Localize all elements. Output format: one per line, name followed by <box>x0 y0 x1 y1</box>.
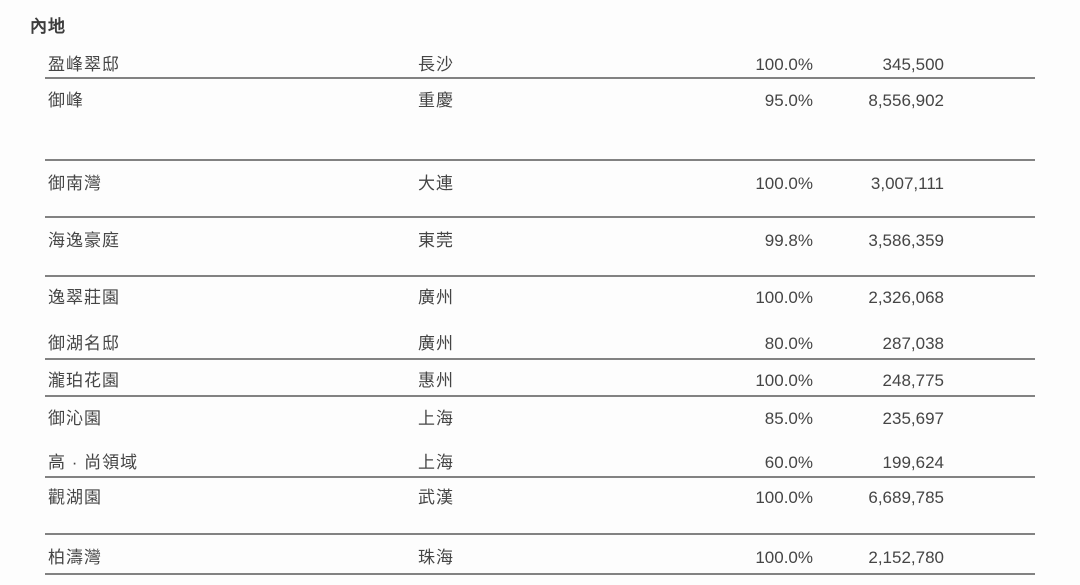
area-cell: 235,697 <box>882 409 944 428</box>
table-row: 瀧珀花園 惠州 100.0% 248,775 <box>45 360 1035 397</box>
project-name-cell: 御峰 <box>48 91 84 110</box>
interest-cell: 60.0% <box>764 453 813 472</box>
interest-cell: 95.0% <box>764 91 813 110</box>
table-row: 御峰 重慶 95.0% 8,556,902 <box>45 79 1035 161</box>
area-cell: 248,775 <box>882 371 944 390</box>
city-cell: 大連 <box>418 174 454 193</box>
city-cell: 長沙 <box>418 55 454 74</box>
area-cell: 3,007,111 <box>870 174 944 193</box>
interest-cell: 100.0% <box>755 371 813 390</box>
area-cell: 2,152,780 <box>868 548 944 567</box>
project-name-cell: 盈峰翠邸 <box>48 55 120 74</box>
interest-cell: 99.8% <box>764 231 813 250</box>
project-name-cell: 御沁園 <box>48 409 102 428</box>
area-cell: 2,326,068 <box>868 288 944 307</box>
table-row: 海逸豪庭 東莞 99.8% 3,586,359 <box>45 218 1035 277</box>
section-title: 內地 <box>30 17 66 36</box>
area-cell: 6,689,785 <box>868 488 944 507</box>
interest-cell: 100.0% <box>755 488 813 507</box>
table-row: 盈峰翠邸 長沙 100.0% 345,500 <box>45 40 1035 79</box>
city-cell: 惠州 <box>418 371 454 390</box>
table-row: 御湖名邸 廣州 80.0% 287,038 <box>45 318 1035 360</box>
area-cell: 287,038 <box>882 334 944 353</box>
city-cell: 東莞 <box>418 231 454 250</box>
area-cell: 3,586,359 <box>868 231 944 250</box>
project-name-cell: 御湖名邸 <box>48 334 120 353</box>
project-name-cell: 柏濤灣 <box>48 548 102 567</box>
interest-cell: 100.0% <box>755 174 813 193</box>
project-name-cell: 高 · 尚領域 <box>48 453 139 472</box>
city-cell: 重慶 <box>418 91 454 110</box>
city-cell: 上海 <box>418 409 454 428</box>
area-cell: 8,556,902 <box>868 91 944 110</box>
table-row: 御沁園 上海 85.0% 235,697 <box>45 397 1035 437</box>
city-cell: 珠海 <box>418 548 454 567</box>
project-name-cell: 逸翠莊園 <box>48 288 120 307</box>
table-row: 柏濤灣 珠海 100.0% 2,152,780 <box>45 535 1035 575</box>
interest-cell: 85.0% <box>764 409 813 428</box>
project-name-cell: 觀湖園 <box>48 488 102 507</box>
interest-cell: 100.0% <box>755 288 813 307</box>
city-cell: 廣州 <box>418 334 454 353</box>
project-name-cell: 海逸豪庭 <box>48 231 120 250</box>
interest-cell: 100.0% <box>755 55 813 74</box>
projects-table: 盈峰翠邸 長沙 100.0% 345,500 御峰 重慶 95.0% 8,556… <box>45 40 1035 575</box>
table-row: 高 · 尚領域 上海 60.0% 199,624 <box>45 437 1035 478</box>
city-cell: 上海 <box>418 453 454 472</box>
city-cell: 武漢 <box>418 488 454 507</box>
area-cell: 199,624 <box>882 453 944 472</box>
project-name-cell: 御南灣 <box>48 174 102 193</box>
interest-cell: 80.0% <box>764 334 813 353</box>
area-cell: 345,500 <box>882 55 944 74</box>
city-cell: 廣州 <box>418 288 454 307</box>
table-row: 觀湖園 武漢 100.0% 6,689,785 <box>45 478 1035 535</box>
table-row: 逸翠莊園 廣州 100.0% 2,326,068 <box>45 277 1035 318</box>
project-name-cell: 瀧珀花園 <box>48 371 120 390</box>
interest-cell: 100.0% <box>755 548 813 567</box>
table-row: 御南灣 大連 100.0% 3,007,111 <box>45 161 1035 218</box>
